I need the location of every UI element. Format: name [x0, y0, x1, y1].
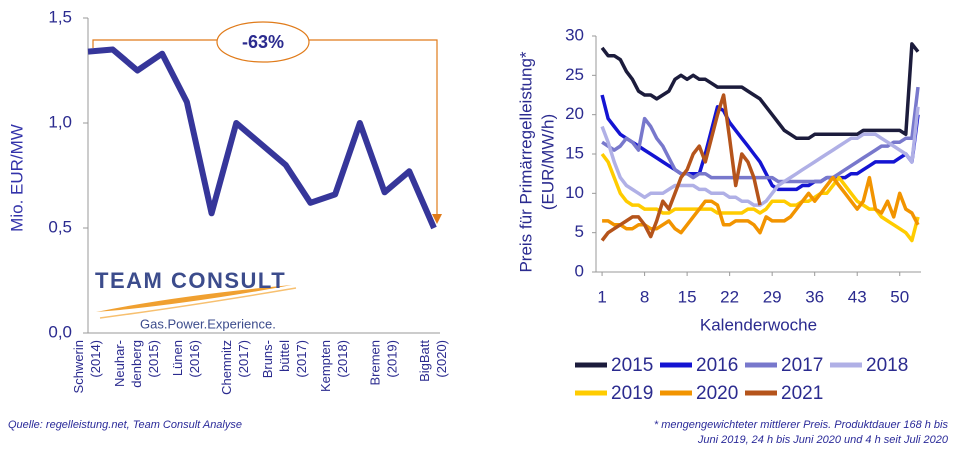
y-tick-label: 0,5 [48, 217, 72, 236]
x-tick-label: (2015) [146, 340, 161, 378]
legend-label: 2015 [611, 355, 653, 376]
x-tick-label: Bruns- [260, 340, 275, 378]
x-tick-label: 43 [848, 287, 867, 306]
x-tick-label: Chemnitz [219, 340, 234, 395]
x-tick-label: (2018) [335, 340, 350, 378]
x-tick-label: denberg [129, 340, 144, 388]
y-tick-label: 1,0 [48, 112, 72, 131]
x-tick-label: (2019) [385, 340, 400, 378]
legend-label: 2021 [781, 383, 823, 404]
legend-label: 2018 [866, 355, 908, 376]
series-line [600, 93, 762, 242]
x-tick-label: (2017) [294, 340, 309, 378]
series-line [600, 152, 920, 243]
x-tick-label: 50 [890, 287, 909, 306]
y-tick-label: 30 [565, 25, 584, 44]
x-axis-label: Kalenderwoche [700, 315, 817, 334]
x-tick-label: Bremen [368, 340, 383, 386]
x-tick-label: (2017) [236, 340, 251, 378]
x-tick-label: 8 [640, 287, 649, 306]
y-tick-label: 0,0 [48, 322, 72, 341]
y-axis-label: (EUR/MW/h) [538, 114, 557, 210]
data-line [87, 46, 437, 230]
y-axis-label: Preis für Primärregelleistung* [516, 51, 535, 272]
x-tick-label: Neuhar- [112, 340, 127, 387]
logo-slogan: Gas.Power.Experience. [140, 316, 276, 331]
x-tick-label: 29 [763, 287, 782, 306]
x-tick-label: 22 [720, 287, 739, 306]
y-tick-label: 5 [575, 222, 584, 241]
y-tick-label: 10 [565, 183, 584, 202]
y-axis-label: Mio. EUR/MW [7, 124, 26, 232]
x-tick-label: BigBatt [417, 340, 432, 382]
annotation: -63% [242, 32, 284, 52]
logo-swoosh-line [99, 287, 297, 319]
x-tick-label: büttel [277, 340, 292, 372]
y-tick-label: 1,5 [48, 7, 72, 26]
y-tick-label: 0 [575, 261, 584, 280]
x-tick-label: (2020) [434, 340, 449, 378]
x-tick-label: 36 [805, 287, 824, 306]
annotation-arrow [432, 214, 442, 224]
x-tick-label: 1 [597, 287, 606, 306]
x-tick-label: (2014) [88, 340, 103, 378]
logo-name: TEAM CONSULT [95, 268, 286, 293]
legend-label: 2017 [781, 355, 823, 376]
logo-swoosh [96, 285, 292, 312]
x-tick-label: (2016) [187, 340, 202, 378]
y-tick-label: 20 [565, 104, 584, 123]
x-tick-label: Kempten [318, 340, 333, 392]
annotation-bubble [216, 21, 310, 63]
legend-label: 2016 [696, 355, 738, 376]
legend-label: 2020 [696, 383, 738, 404]
footnote: * mengengewichteter mittlerer Preis. Pro… [654, 419, 949, 431]
series-line [601, 86, 920, 184]
x-tick-label: 15 [678, 287, 697, 306]
y-tick-label: 25 [565, 65, 584, 84]
x-tick-label: Lünen [170, 340, 185, 376]
source-note: Quelle: regelleistung.net, Team Consult … [8, 419, 242, 431]
x-tick-label: Schwerin [71, 340, 86, 393]
series-line [600, 42, 920, 141]
series-line [600, 94, 920, 192]
footnote: Juni 2019, 24 h bis Juni 2020 und 4 h se… [697, 434, 949, 446]
y-tick-label: 15 [565, 143, 584, 162]
legend-label: 2019 [611, 383, 653, 404]
